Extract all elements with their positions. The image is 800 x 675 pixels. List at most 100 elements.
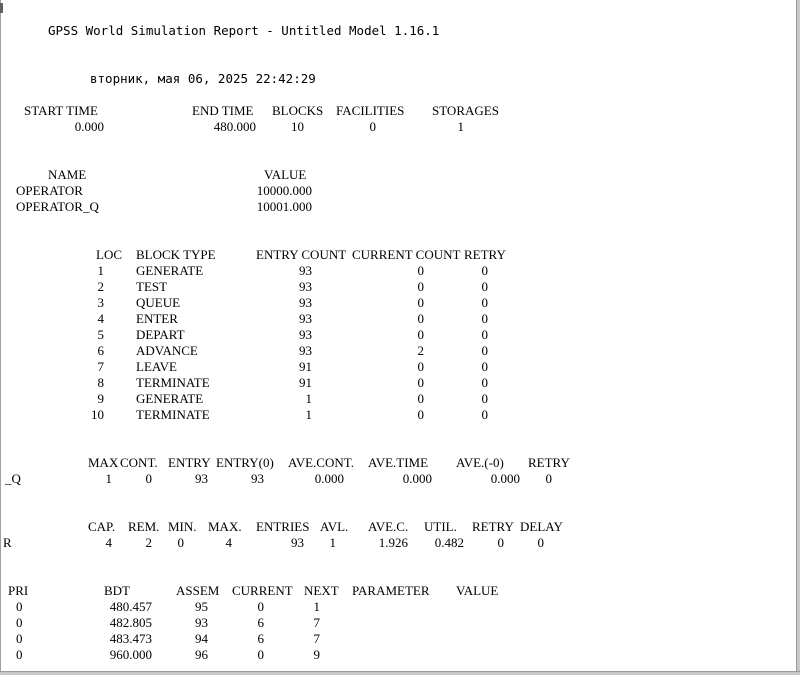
block-retry: 0 (481, 295, 489, 310)
blocks-header-current-count: CURRENT COUNT (352, 247, 461, 262)
names-row-value: 10001.000 (256, 199, 312, 214)
fec-assem: 95 (195, 599, 208, 614)
storage-value-cap: 4 (105, 535, 113, 550)
block-loc: 2 (97, 279, 105, 294)
block-loc: 9 (97, 391, 105, 406)
queue-header-ave-nonzero: AVE.(-0) (456, 455, 504, 470)
block-current-count: 0 (417, 279, 425, 294)
fec-header-bdt: BDT (104, 583, 130, 598)
queue-header-entry-zero: ENTRY(0) (216, 455, 274, 470)
fec-assem: 94 (195, 631, 208, 646)
block-current-count: 2 (417, 343, 425, 358)
block-retry: 0 (481, 263, 489, 278)
storage-header-avl: AVL. (320, 519, 349, 534)
block-retry: 0 (481, 279, 489, 294)
block-type: TERMINATE (136, 407, 210, 422)
storage-header-cap: CAP. (88, 519, 116, 534)
summary-header-facilities: FACILITIES (336, 103, 405, 118)
fec-current: 0 (257, 647, 265, 662)
names-header-name: NAME (48, 167, 87, 182)
summary-value-blocks: 10 (291, 119, 304, 134)
window-bottom-border[interactable] (0, 672, 800, 675)
queue-value-ave-nonzero: 0.000 (490, 471, 520, 486)
queue-value-cont: 0 (145, 471, 153, 486)
storage-header-retry: RETRY (472, 519, 514, 534)
block-type: DEPART (136, 327, 185, 342)
fec-header-parameter: PARAMETER (352, 583, 430, 598)
block-retry: 0 (481, 359, 489, 374)
block-retry: 0 (481, 311, 489, 326)
fec-bdt: 482.805 (109, 615, 152, 630)
storage-value-util: 0.482 (434, 535, 464, 550)
fec-header-pri: PRI (8, 583, 29, 598)
fec-pri: 0 (16, 647, 23, 662)
block-loc: 3 (97, 295, 105, 310)
block-entry-count: 91 (299, 359, 312, 374)
block-current-count: 0 (417, 327, 425, 342)
report-title: GPSS World Simulation Report - Untitled … (48, 23, 440, 38)
block-loc: 1 (97, 263, 105, 278)
blocks-header-loc: LOC (96, 247, 122, 262)
block-current-count: 0 (417, 263, 425, 278)
fec-header-value: VALUE (456, 583, 499, 598)
block-loc: 6 (97, 343, 105, 358)
block-entry-count: 93 (299, 311, 312, 326)
queue-header-cont: CONT. (120, 455, 158, 470)
block-current-count: 0 (417, 311, 425, 326)
queue-value-ave-cont: 0.000 (314, 471, 344, 486)
storage-header-util: UTIL. (424, 519, 457, 534)
queue-value-ave-time: 0.000 (402, 471, 432, 486)
block-entry-count: 93 (299, 343, 312, 358)
block-type: LEAVE (136, 359, 177, 374)
window-right-border[interactable] (797, 0, 800, 675)
queue-header-entry: ENTRY (168, 455, 211, 470)
storage-value-delay: 0 (537, 535, 545, 550)
block-entry-count: 93 (299, 263, 312, 278)
summary-header-blocks: BLOCKS (272, 103, 324, 118)
fec-assem: 96 (195, 647, 208, 662)
storage-header-min: MIN. (168, 519, 197, 534)
window-right-border-line (796, 0, 797, 675)
blocks-header-entry-count: ENTRY COUNT (256, 247, 347, 262)
queue-value-retry: 0 (545, 471, 553, 486)
storage-value-rem: 2 (145, 535, 153, 550)
block-type: TERMINATE (136, 375, 210, 390)
window-bottom-border-line (0, 671, 800, 672)
window-corner-mark (0, 3, 3, 13)
fec-pri: 0 (16, 631, 23, 646)
fec-header-next: NEXT (304, 583, 339, 598)
blocks-header-retry: RETRY (464, 247, 506, 262)
queue-header-max: MAX (88, 455, 119, 470)
block-loc: 5 (97, 327, 105, 342)
block-retry: 0 (481, 407, 489, 422)
block-entry-count: 93 (299, 295, 312, 310)
block-retry: 0 (481, 391, 489, 406)
storage-value-min: 0 (177, 535, 185, 550)
block-retry: 0 (481, 375, 489, 390)
summary-header-end-time: END TIME (192, 103, 254, 118)
storage-header-max: MAX. (208, 519, 242, 534)
block-entry-count: 1 (305, 407, 313, 422)
block-loc: 4 (97, 311, 105, 326)
fec-assem: 93 (195, 615, 208, 630)
queue-header-retry: RETRY (528, 455, 570, 470)
queue-value-max: 1 (105, 471, 113, 486)
names-header-value: VALUE (264, 167, 307, 182)
fec-bdt: 960.000 (109, 647, 152, 662)
block-current-count: 0 (417, 375, 425, 390)
storage-value-max: 4 (225, 535, 233, 550)
block-type: ENTER (136, 311, 178, 326)
fec-current: 6 (257, 631, 265, 646)
block-entry-count: 1 (305, 391, 313, 406)
block-entry-count: 93 (299, 327, 312, 342)
names-row-name: OPERATOR (16, 183, 83, 198)
queue-value-entry-zero: 93 (251, 471, 264, 486)
storage-value-entries: 93 (291, 535, 304, 550)
block-current-count: 0 (417, 359, 425, 374)
block-loc: 7 (97, 359, 105, 374)
summary-value-end-time: 480.000 (213, 119, 256, 134)
summary-header-start-time: START TIME (24, 103, 98, 118)
block-retry: 0 (481, 327, 489, 342)
queue-header-ave-cont: AVE.CONT. (288, 455, 354, 470)
block-type: ADVANCE (136, 343, 198, 358)
